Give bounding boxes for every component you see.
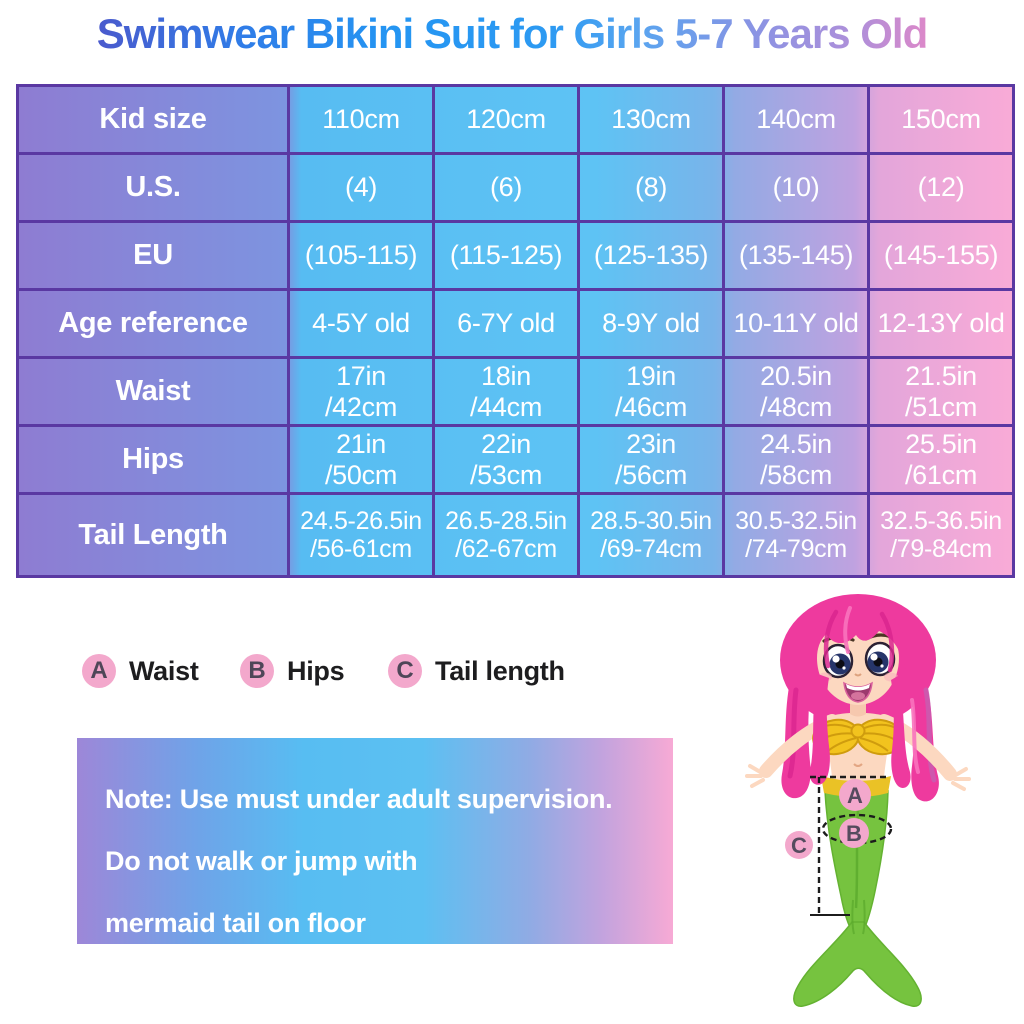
size-value-cell: (8) [577,152,725,223]
svg-text:B: B [846,821,862,846]
size-value-cell: 21in /50cm [287,424,435,495]
size-value-cell: 140cm [722,84,870,155]
size-value-cell: 23in /56cm [577,424,725,495]
page-title: Swimwear Bikini Suit for Girls 5-7 Years… [0,10,1024,58]
size-value-cell: 130cm [577,84,725,155]
table-row-eu: EU (105-115) (115-125) (125-135) (135-14… [16,220,1015,291]
legend-item-tail-length: C Tail length [388,654,565,688]
marker-b-badge: B [240,654,274,688]
measurement-overlay: A B C [785,775,893,916]
size-value-cell: 20.5in /48cm [722,356,870,427]
note-line: Do not walk or jump with [105,846,418,876]
size-value-cell: 32.5-36.5in /79-84cm [867,492,1015,578]
size-value-cell: 150cm [867,84,1015,155]
marker-a: A [839,779,871,811]
size-value-cell: (4) [287,152,435,223]
legend-label-hips: Hips [287,655,345,686]
hand-fingers [745,764,971,791]
size-value-cell: 4-5Y old [287,288,435,359]
marker-c-badge: C [388,654,422,688]
size-value-cell: 21.5in /51cm [867,356,1015,427]
size-value-cell: (145-155) [867,220,1015,291]
mermaid-nose [854,673,862,677]
size-chart-table: Kid size 110cm 120cm 130cm 140cm 150cm U… [16,84,1015,578]
size-value-cell: 18in /44cm [432,356,580,427]
size-value-cell: 120cm [432,84,580,155]
mermaid-mouth [843,681,873,703]
size-value-cell: 12-13Y old [867,288,1015,359]
size-value-cell: 19in /46cm [577,356,725,427]
note-box: Note: Use must under adult supervision. … [77,738,673,944]
table-row-tail-length: Tail Length 24.5-26.5in /56-61cm 26.5-28… [16,492,1015,578]
mermaid-illustration: A B C [745,594,971,1007]
note-line: Note: Use must under adult supervision. [105,784,613,814]
row-header-cell: U.S. [16,152,290,223]
note-line: mermaid tail on floor [105,908,366,938]
mermaid-eyes [822,641,896,679]
size-value-cell: 24.5-26.5in /56-61cm [287,492,435,578]
table-row-waist: Waist 17in /42cm 18in /44cm 19in /46cm 2… [16,356,1015,427]
marker-c: C [785,831,813,859]
size-value-cell: 24.5in /58cm [722,424,870,495]
legend-item-waist: A Waist [82,654,199,688]
size-value-cell: (105-115) [287,220,435,291]
size-value-cell: 6-7Y old [432,288,580,359]
size-value-cell: 30.5-32.5in /74-79cm [722,492,870,578]
table-row-hips: Hips 21in /50cm 22in /53cm 23in /56cm 24… [16,424,1015,495]
tail-fluke [793,921,922,1007]
row-header-cell: Hips [16,424,290,495]
size-value-cell: 17in /42cm [287,356,435,427]
size-value-cell: (10) [722,152,870,223]
mermaid-face [817,623,899,705]
size-value-cell: 28.5-30.5in /69-74cm [577,492,725,578]
size-value-cell: 10-11Y old [722,288,870,359]
size-value-cell: 110cm [287,84,435,155]
size-value-cell: (6) [432,152,580,223]
table-row-kid-size: Kid size 110cm 120cm 130cm 140cm 150cm [16,84,1015,155]
legend-label-waist: Waist [129,655,199,686]
marker-a-badge: A [82,654,116,688]
size-value-cell: (135-145) [722,220,870,291]
legend-label-tail-length: Tail length [435,655,565,686]
size-value-cell: 22in /53cm [432,424,580,495]
size-value-cell: 8-9Y old [577,288,725,359]
table-row-age: Age reference 4-5Y old 6-7Y old 8-9Y old… [16,288,1015,359]
svg-text:C: C [791,833,807,858]
row-header-cell: Kid size [16,84,290,155]
size-value-cell: (12) [867,152,1015,223]
size-value-cell: (125-135) [577,220,725,291]
row-header-cell: Tail Length [16,492,290,578]
size-value-cell: 26.5-28.5in /62-67cm [432,492,580,578]
mermaid-hair-front [809,604,920,789]
row-header-cell: Age reference [16,288,290,359]
marker-b: B [839,818,869,848]
size-value-cell: (115-125) [432,220,580,291]
size-value-cell: 25.5in /61cm [867,424,1015,495]
legend-item-hips: B Hips [240,654,345,688]
row-header-cell: Waist [16,356,290,427]
row-header-cell: EU [16,220,290,291]
svg-text:A: A [847,783,863,808]
table-row-us: U.S. (4) (6) (8) (10) (12) [16,152,1015,223]
